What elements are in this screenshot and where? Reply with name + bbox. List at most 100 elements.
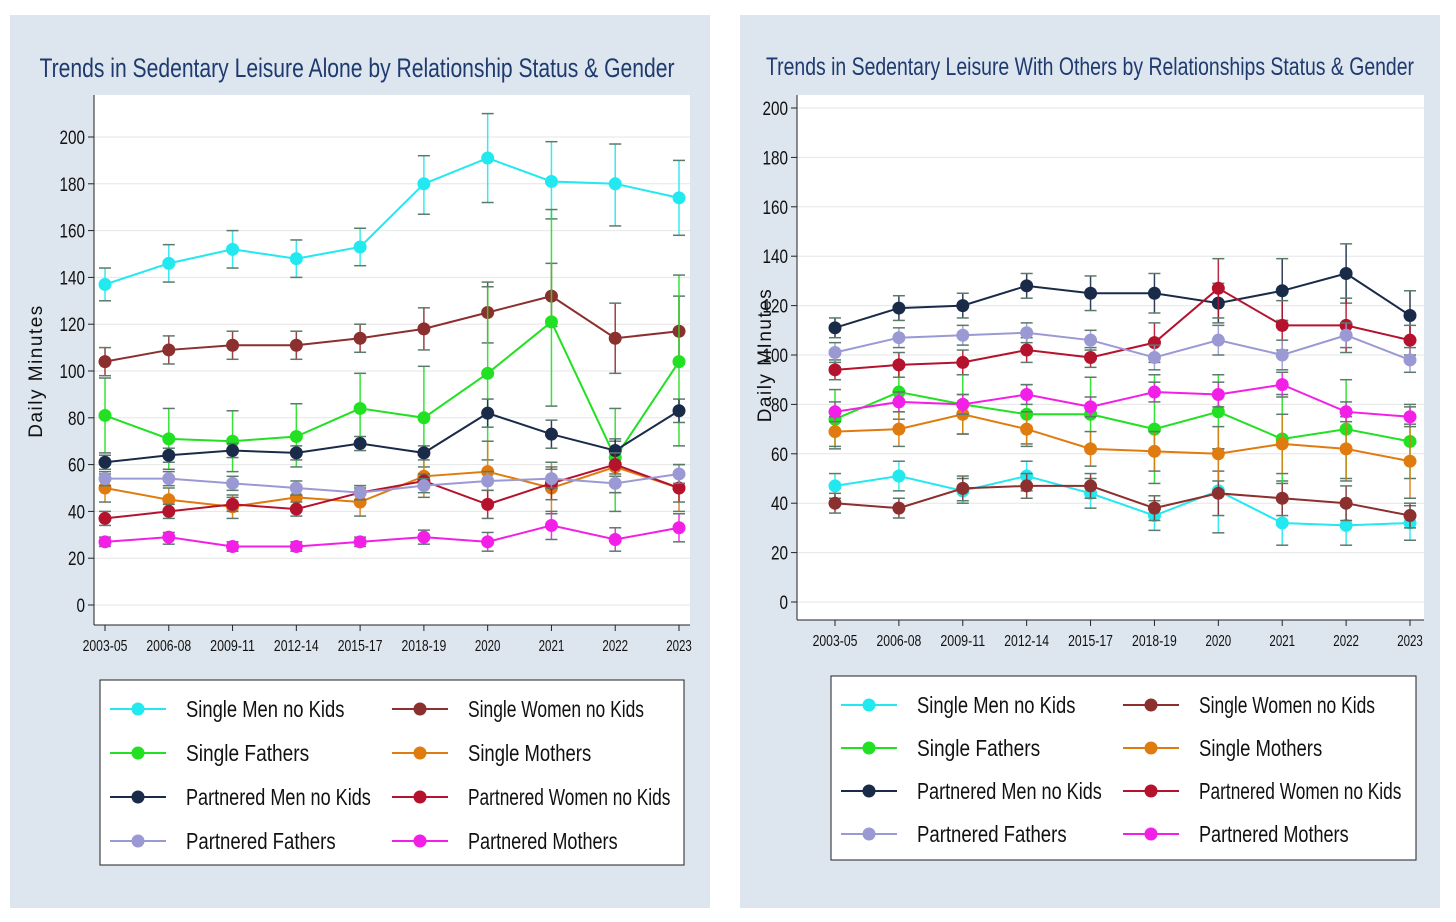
data-point (481, 535, 495, 549)
chart-title: Trends in Sedentary Leisure With Others … (766, 53, 1414, 81)
data-point (1403, 353, 1417, 367)
y-tick-label: 20 (68, 549, 85, 570)
data-point (828, 321, 842, 335)
chart-title: Trends in Sedentary Leisure Alone by Rel… (40, 53, 675, 83)
data-point (481, 406, 495, 420)
legend-label: Partnered Mothers (1199, 821, 1349, 847)
data-point (289, 252, 303, 266)
series-partnered-fathers (828, 322, 1417, 374)
legend-marker (131, 790, 145, 804)
series-partnered-women-no-kids (828, 257, 1417, 381)
data-point (226, 444, 240, 458)
data-point (956, 328, 970, 342)
y-tick-label: 0 (77, 596, 86, 617)
data-point (289, 481, 303, 495)
x-tick-label: 2020 (1206, 633, 1232, 650)
series-partnered-mothers (98, 510, 686, 553)
data-point (1211, 405, 1225, 419)
x-tick-label: 2003-05 (83, 638, 128, 655)
legend-label: Single Mothers (468, 740, 591, 766)
data-point (608, 444, 622, 458)
data-point (608, 331, 622, 345)
legend-marker (862, 741, 876, 755)
data-point (672, 481, 686, 495)
x-tick-label: 2009-11 (940, 633, 985, 650)
y-tick-label: 200 (763, 99, 789, 120)
data-point (672, 404, 686, 418)
data-point (289, 430, 303, 444)
y-tick-label: 200 (60, 128, 86, 149)
legend (830, 675, 1417, 861)
x-tick-label: 2012-14 (1004, 633, 1049, 650)
y-tick-label: 40 (771, 494, 788, 515)
legend-marker (413, 790, 427, 804)
x-tick-label: 2022 (1333, 633, 1359, 650)
legend-marker (131, 702, 145, 716)
data-point (1211, 281, 1225, 295)
series-line (834, 474, 1411, 527)
data-point (1020, 422, 1034, 436)
data-point (1147, 336, 1161, 350)
series-line (104, 156, 680, 286)
data-point (1020, 388, 1034, 402)
data-point (226, 338, 240, 352)
data-point (417, 177, 431, 191)
data-point (1339, 266, 1353, 280)
legend-marker (1144, 741, 1158, 755)
series-line (104, 524, 680, 548)
data-point (1084, 333, 1098, 347)
x-tick-label: 2018-19 (1132, 633, 1177, 650)
data-point (544, 518, 558, 532)
y-tick-label: 140 (60, 268, 86, 289)
data-point (1147, 385, 1161, 399)
x-tick-label: 2006-08 (146, 638, 191, 655)
data-point (892, 301, 906, 315)
data-point (353, 486, 367, 500)
legend-marker (1144, 827, 1158, 841)
series-line (834, 287, 1411, 371)
data-point (544, 315, 558, 329)
legend-label: Partnered Fathers (186, 828, 336, 854)
data-point (226, 434, 240, 448)
x-tick-label: 2020 (475, 638, 501, 655)
data-point (956, 299, 970, 313)
data-point (1147, 350, 1161, 364)
data-point (608, 476, 622, 490)
series-line (834, 272, 1411, 329)
chart-panel-left: Trends in Sedentary Leisure Alone by Rel… (10, 15, 710, 908)
data-point (1275, 348, 1289, 362)
data-point (672, 355, 686, 369)
legend-marker (413, 746, 427, 760)
data-point (162, 448, 176, 462)
x-tick-label: 2023 (666, 638, 692, 655)
data-point (544, 427, 558, 441)
series-line (834, 383, 1411, 418)
data-point (417, 411, 431, 425)
legend-label: Single Women no Kids (1199, 692, 1375, 718)
legend-marker (862, 827, 876, 841)
data-point (672, 191, 686, 205)
data-point (1147, 501, 1161, 515)
data-point (828, 346, 842, 360)
y-tick-label: 60 (68, 456, 85, 477)
y-tick-label: 120 (763, 297, 789, 318)
data-point (353, 495, 367, 509)
legend-marker (862, 698, 876, 712)
legend-marker (413, 702, 427, 716)
data-point (289, 490, 303, 504)
legend-label: Partnered Women no Kids (468, 784, 670, 810)
data-point (98, 408, 112, 422)
data-point (1403, 509, 1417, 523)
legend-marker (131, 834, 145, 848)
data-point (1147, 422, 1161, 436)
x-tick-label: 2003-05 (813, 633, 858, 650)
data-point (1339, 405, 1353, 419)
data-point (98, 535, 112, 549)
data-point (162, 504, 176, 518)
legend-label: Single Mothers (1199, 735, 1322, 761)
data-point (353, 401, 367, 415)
y-tick-label: 80 (68, 409, 85, 430)
series-line (834, 484, 1411, 517)
data-point (98, 472, 112, 486)
series-line (834, 331, 1411, 361)
